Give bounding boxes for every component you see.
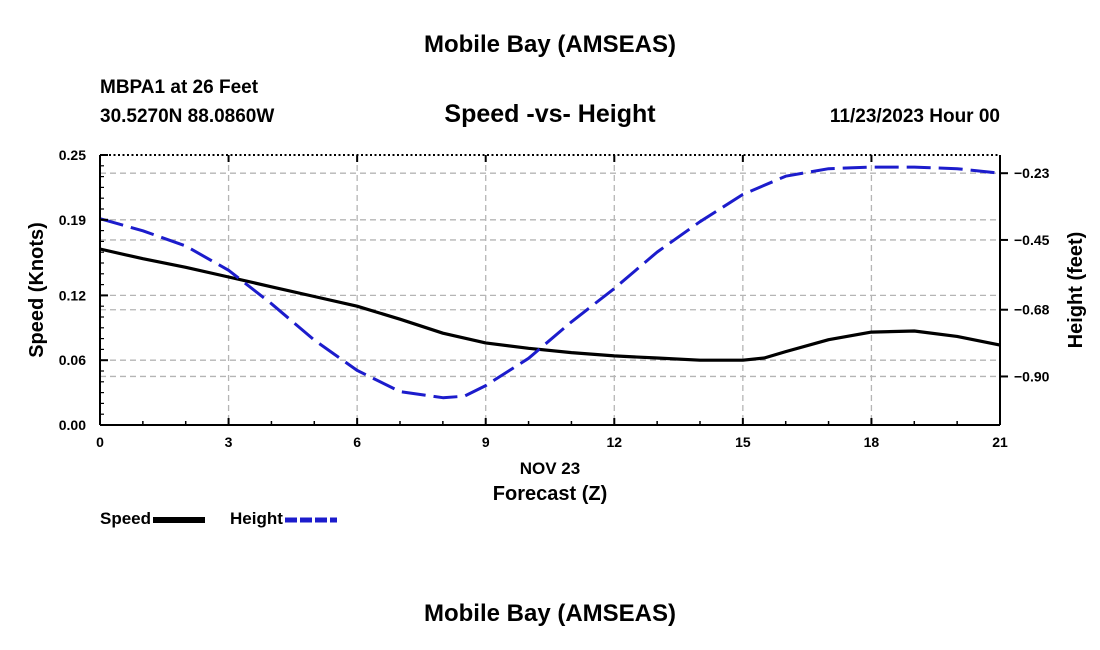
x-tick-label: 18 [864, 434, 880, 450]
x-tick-label: 6 [353, 434, 361, 450]
x-tick-label: 0 [96, 434, 104, 450]
y-tick-label: 0.19 [59, 212, 86, 228]
y-tick-label: 0.25 [59, 147, 86, 163]
tick-labels: 0 3 6 9 12 15 18 21 0.00 0.06 0.12 0.19 0.25 −0.23 −0.… [59, 147, 1050, 450]
axes [99, 154, 1008, 426]
series-layer [99, 165, 1001, 400]
x-tick-label: 12 [606, 434, 622, 450]
x-axis-label: Forecast (Z) [493, 483, 607, 505]
chart-subtitle: Speed -vs- Height [444, 100, 656, 128]
y2-tick-label: −0.68 [1014, 302, 1050, 318]
y-tick-label: 0.06 [59, 352, 86, 368]
legend-label-speed: Speed [100, 509, 152, 528]
y2-tick-label: −0.45 [1014, 232, 1050, 248]
forecast-timestamp: 11/23/2023 Hour 00 [829, 106, 1000, 127]
y2-tick-label: −0.23 [1014, 165, 1050, 181]
series-line-speed [99, 247, 1001, 362]
station-coordinates: 30.5270N 88.0860W [100, 106, 275, 127]
legend-item-height: Height [230, 509, 337, 529]
legend-label-height: Height [230, 509, 283, 528]
footer-title: Mobile Bay (AMSEAS) [423, 600, 677, 627]
x-tick-label: 15 [735, 434, 751, 450]
legend-swatch-height [284, 517, 337, 523]
x-tick-label: 21 [992, 434, 1008, 450]
series-line-height [99, 165, 1001, 400]
y-tick-label: 0.12 [59, 287, 86, 303]
x-axis-date-label: NOV 23 [520, 459, 580, 478]
grid [100, 155, 1000, 425]
y2-tick-label: −0.90 [1014, 368, 1050, 384]
x-tick-label: 9 [482, 434, 490, 450]
y-axis-label: Speed (Knots) [26, 222, 48, 358]
station-label: MBPA1 at 26 Feet [100, 77, 259, 98]
x-tick-label: 3 [225, 434, 233, 450]
legend-swatch-speed [153, 516, 206, 523]
y2-axis-label: Height (feet) [1065, 232, 1087, 349]
legend-item-speed: Speed [100, 509, 206, 529]
chart-title: Mobile Bay (AMSEAS) [423, 31, 677, 58]
y-tick-label: 0.00 [59, 417, 86, 433]
